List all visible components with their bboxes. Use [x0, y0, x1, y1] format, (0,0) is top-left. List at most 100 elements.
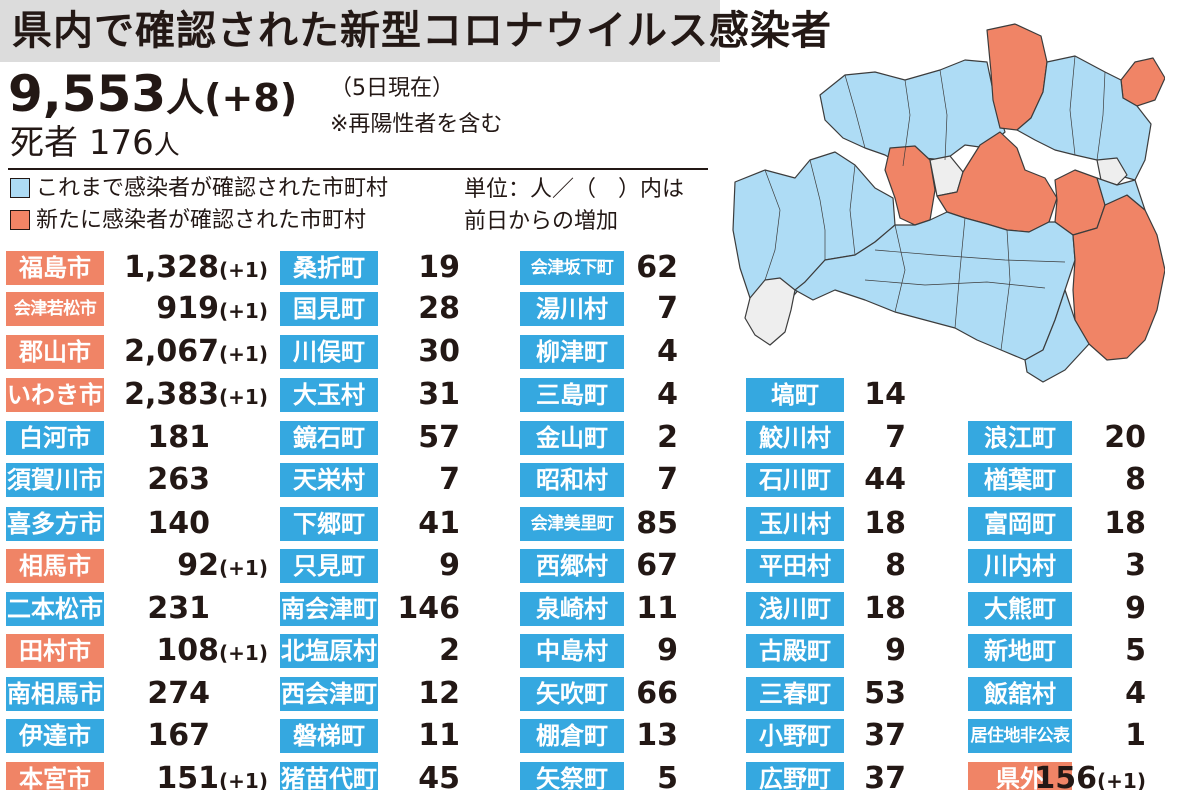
municipality-count: 263 [147, 462, 210, 497]
map-region-futaba [1096, 177, 1146, 211]
municipality-name: 伊達市 [6, 719, 104, 753]
municipality-count-wrap: 11 [636, 590, 678, 628]
municipality-count: 9 [439, 548, 460, 583]
municipality-entry: 古殿町 9 [746, 633, 906, 668]
municipality-count: 3 [1125, 548, 1146, 583]
municipality-delta: (+1) [219, 299, 268, 323]
municipality-name: 柳津町 [520, 335, 624, 369]
municipality-count-wrap: 9 [439, 547, 460, 585]
municipality-entry: 中島村 9 [520, 632, 678, 670]
municipality-count: 919 [156, 291, 220, 326]
municipality-name: 富岡町 [968, 507, 1072, 541]
municipality-count: 156 [1034, 761, 1098, 790]
municipality-count: 11 [636, 591, 678, 626]
municipality-entry: 田村市 108(+1) [6, 633, 268, 668]
municipality-count: 92 [177, 548, 220, 583]
municipality-entry: 小野町 37 [746, 718, 906, 753]
municipality-count-wrap: 53 [864, 675, 906, 713]
municipality-count-wrap: 11 [418, 717, 460, 755]
municipality-count: 20 [1104, 420, 1146, 455]
title-band: 県内で確認された新型コロナウイルス感染者 [0, 0, 831, 62]
municipality-entry: 南相馬市 274 [6, 676, 268, 711]
municipality-entry: 三島町 4 [520, 377, 678, 412]
municipality-count-wrap: 7 [657, 461, 678, 499]
municipality-name: 三春町 [746, 677, 844, 711]
municipality-entry: 福島市 1,328(+1) [6, 250, 268, 285]
municipality-count: 4 [657, 334, 678, 369]
municipality-delta: (+1) [219, 556, 268, 580]
municipality-count-wrap: 41 [418, 505, 460, 543]
municipality-name: 鏡石町 [280, 421, 378, 455]
municipality-count: 66 [636, 676, 678, 711]
municipality-count: 67 [636, 548, 678, 583]
municipality-name: 西郷村 [520, 549, 624, 583]
map-region-minamiaizu-south [744, 277, 796, 346]
municipality-count: 18 [1104, 506, 1146, 541]
municipality-entry: 西会津町 12 [280, 676, 460, 711]
page-title: 県内で確認された新型コロナウイルス感染者 [12, 8, 832, 54]
municipality-count: 5 [657, 761, 678, 790]
municipality-name: 猪苗代町 [280, 762, 378, 790]
municipality-name: 南相馬市 [6, 677, 104, 711]
municipality-count: 62 [636, 250, 678, 285]
municipality-entry: 矢祭町 5 [520, 761, 678, 790]
municipality-name: 西会津町 [280, 677, 378, 711]
municipality-name: 福島市 [6, 251, 104, 285]
municipality-name: 玉川村 [746, 507, 844, 541]
municipality-entry: 鮫川村 7 [746, 420, 906, 455]
municipality-count-wrap: 1 [1125, 717, 1146, 755]
municipality-name: 大玉村 [280, 378, 378, 412]
map-region-white-east [1096, 157, 1128, 186]
municipality-name: 磐梯町 [280, 719, 378, 753]
legend-new: 新たに感染者が確認された市町村 [10, 206, 366, 236]
municipality-name: 只見町 [280, 549, 378, 583]
municipality-name: 浪江町 [968, 421, 1072, 455]
municipality-name: 新地町 [968, 634, 1072, 668]
municipality-count-wrap: 9 [657, 632, 678, 670]
municipality-entry: 天栄村 7 [280, 462, 460, 497]
municipality-count: 1 [1125, 718, 1146, 753]
municipality-entry: 南会津町 146 [280, 591, 460, 626]
divider [8, 168, 708, 170]
municipality-name: 下郷町 [280, 507, 378, 541]
municipality-entry: 広野町 37 [746, 761, 906, 790]
municipality-count: 14 [864, 377, 906, 412]
municipality-count-wrap: 5 [1125, 632, 1146, 670]
municipality-name: 金山町 [520, 421, 624, 455]
municipality-entry: 国見町 28 [280, 291, 460, 326]
municipality-count: 9 [1125, 591, 1146, 626]
municipality-count: 9 [657, 633, 678, 668]
municipality-entry: 郡山市 2,067(+1) [6, 334, 268, 369]
municipality-count: 18 [864, 591, 906, 626]
municipality-name: 本宮市 [6, 762, 104, 790]
municipality-name: 二本松市 [6, 592, 104, 626]
municipality-name: 桑折町 [280, 251, 378, 285]
municipality-count-wrap: 167 [147, 717, 210, 755]
legend-swatch-existing [10, 178, 30, 198]
municipality-entry: 北塩原村 2 [280, 633, 460, 668]
municipality-name: 昭和村 [520, 463, 624, 497]
municipality-entry: 西郷村 67 [520, 548, 678, 583]
municipality-count-wrap: 45 [418, 760, 460, 790]
municipality-name: 湯川村 [520, 292, 624, 326]
municipality-name: 郡山市 [6, 335, 104, 369]
municipality-delta: (+1) [219, 641, 268, 665]
municipality-entry: 本宮市 151(+1) [6, 761, 268, 790]
deaths-label: 死者 [10, 123, 78, 163]
municipality-count: 8 [1125, 462, 1146, 497]
municipality-name: 会津美里町 [520, 507, 624, 541]
municipality-count: 28 [418, 291, 460, 326]
municipality-name: 大熊町 [968, 592, 1072, 626]
deaths-count: 176 [88, 123, 154, 163]
municipality-delta: (+1) [219, 769, 268, 790]
municipality-entry: 須賀川市 263 [6, 462, 268, 497]
municipality-entry: 川俣町 30 [280, 334, 460, 369]
municipality-count: 140 [147, 506, 210, 541]
municipality-count: 231 [147, 591, 210, 626]
municipality-count: 85 [636, 506, 678, 541]
municipality-entry: 浅川町 18 [746, 591, 906, 626]
municipality-entry: 浪江町 20 [968, 420, 1146, 455]
municipality-delta: (+1) [219, 385, 268, 409]
municipality-count-wrap: 4 [657, 333, 678, 371]
